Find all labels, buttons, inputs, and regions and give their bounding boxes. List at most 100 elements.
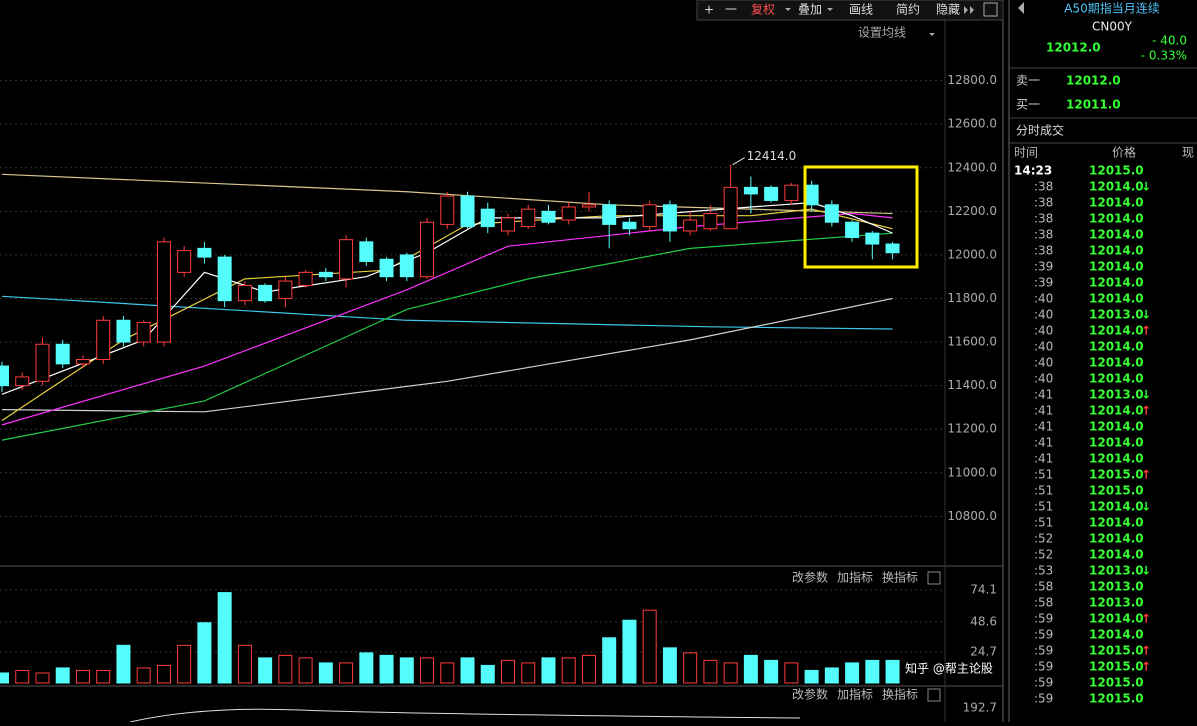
trade-time: :39 — [1034, 276, 1053, 290]
section-title: 分时成交 — [1016, 123, 1064, 138]
candle-body — [845, 221, 860, 238]
dropdown-arrow — [929, 33, 935, 36]
volume-bar — [521, 662, 536, 684]
ma-setting[interactable]: 设置均线 — [858, 26, 906, 40]
candle-body — [581, 204, 596, 208]
trade-time: :41 — [1034, 420, 1053, 434]
trade-time: :38 — [1034, 180, 1053, 194]
trade-time: :59 — [1034, 612, 1053, 626]
trade-time: :51 — [1034, 484, 1053, 498]
trade-time: :40 — [1034, 292, 1053, 306]
toolbar-button[interactable]: 简约 — [896, 2, 920, 17]
trade-price: 12014.0 — [1089, 372, 1144, 386]
trade-price: 12014.0 — [1089, 612, 1144, 626]
expand-arrow — [964, 6, 968, 14]
candle-body — [75, 359, 90, 365]
candle-body — [379, 258, 394, 278]
volume-bar — [602, 637, 617, 684]
candle-body — [339, 239, 354, 280]
volume-bar — [420, 657, 435, 684]
y-tick-label: 192.7 — [963, 701, 997, 715]
toolbar-button[interactable]: 画线 — [849, 3, 873, 17]
candle-body — [723, 186, 738, 230]
candle-body — [0, 365, 9, 387]
trade-time: :41 — [1034, 436, 1053, 450]
volume-bar — [460, 657, 475, 684]
column-header: 时间 — [1014, 146, 1038, 160]
trade-time: :41 — [1034, 452, 1053, 466]
fullscreen-icon[interactable] — [983, 2, 998, 17]
trade-time: :53 — [1034, 564, 1053, 578]
y-tick-label: 12400.0 — [947, 160, 997, 174]
trade-time: :40 — [1034, 372, 1053, 386]
trade-price: 12014.0 — [1089, 356, 1144, 370]
trade-price: 12014.0 — [1089, 180, 1144, 194]
trade-time: :40 — [1034, 308, 1053, 322]
instrument-code: CN00Y — [1092, 20, 1133, 34]
candle-body — [480, 208, 495, 228]
toolbar-button[interactable]: 隐藏 — [936, 3, 960, 17]
y-tick-label: 12200.0 — [947, 204, 997, 218]
trade-price: 12013.0 — [1089, 580, 1144, 594]
trade-time: :52 — [1034, 532, 1053, 546]
ma-line — [1, 212, 893, 426]
toolbar-button[interactable]: 一 — [725, 3, 737, 17]
trade-price: 12014.0 — [1089, 500, 1144, 514]
indicator-button[interactable]: 换指标 — [882, 687, 918, 702]
indicator-button[interactable]: 改参数 — [792, 687, 828, 702]
trade-price: 12015.0 — [1089, 484, 1144, 498]
trade-direction: ↑ — [1141, 644, 1151, 658]
toolbar-button[interactable]: + — [704, 3, 714, 17]
ma-line — [1, 297, 893, 413]
candle-body — [501, 217, 515, 232]
trade-price: 12015.0 — [1089, 164, 1144, 178]
watermark: 知乎 @帮主论股 — [905, 662, 993, 676]
instrument-name: A50期指当月连续 — [1064, 1, 1159, 16]
indicator-line — [129, 708, 801, 723]
toolbar-button[interactable]: 复权 — [751, 3, 775, 17]
trade-price: 12014.0 — [1089, 228, 1144, 242]
volume-bar — [501, 659, 515, 684]
candle-body — [15, 376, 30, 387]
trade-price: 12014.0 — [1089, 292, 1144, 306]
y-tick-label: 11000.0 — [947, 465, 997, 479]
candle-body — [662, 204, 677, 232]
trade-time: :39 — [1034, 260, 1053, 274]
trade-direction: ↓ — [1141, 180, 1151, 194]
volume-bar — [784, 662, 799, 684]
trade-time: :51 — [1034, 468, 1053, 482]
volume-bar — [561, 657, 576, 684]
change-pct: - 0.33% — [1141, 49, 1187, 63]
close-icon[interactable] — [927, 571, 941, 585]
candle-body — [804, 184, 819, 206]
y-tick-label: 12800.0 — [947, 73, 997, 87]
indicator-button[interactable]: 改参数 — [792, 570, 828, 585]
y-tick-label: 48.6 — [970, 614, 997, 628]
indicator-button[interactable]: 加指标 — [837, 687, 873, 702]
trade-price: 12015.0 — [1089, 660, 1144, 674]
candle-body — [35, 343, 50, 382]
trade-time: :59 — [1034, 692, 1053, 706]
candle-body — [318, 271, 333, 278]
indicator-button[interactable]: 换指标 — [882, 570, 918, 585]
trade-price: 12014.0 — [1089, 324, 1144, 338]
toolbar-button[interactable]: 叠加 — [798, 3, 822, 17]
volume-bar — [96, 669, 111, 684]
trade-price: 12014.0 — [1089, 276, 1144, 290]
candle-body — [642, 204, 657, 228]
trade-time: :51 — [1034, 500, 1053, 514]
indicator-button[interactable]: 加指标 — [837, 570, 873, 585]
candle-body — [237, 284, 252, 302]
collapse-arrow[interactable] — [1018, 2, 1024, 14]
volume-bar — [824, 667, 839, 684]
candle-body — [561, 206, 576, 221]
candle-body — [824, 204, 839, 223]
volume-bar — [581, 654, 596, 684]
candle-body — [96, 319, 111, 361]
close-icon[interactable] — [927, 688, 941, 702]
candle-body — [622, 221, 637, 230]
volume-bar — [136, 667, 151, 684]
volume-bar — [258, 657, 273, 684]
trade-time: :38 — [1034, 212, 1053, 226]
trade-direction: ↓ — [1141, 388, 1151, 402]
